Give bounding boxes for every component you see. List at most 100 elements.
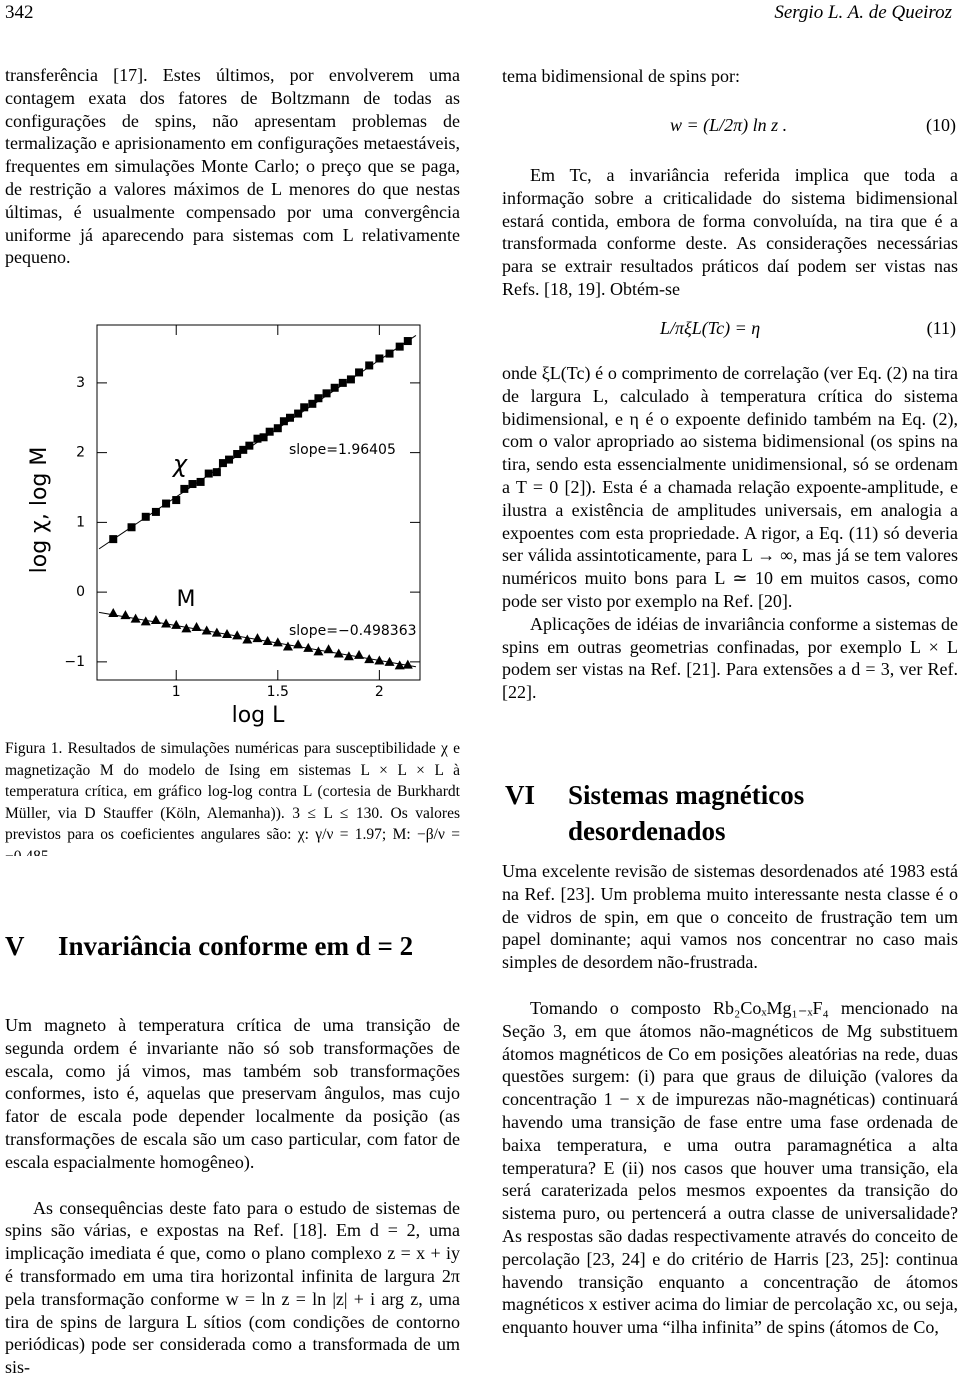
data-point (343, 651, 354, 661)
data-point (303, 642, 314, 652)
running-author: Sergio L. A. de Queiroz (774, 2, 952, 23)
data-point (293, 639, 304, 649)
paragraph: Uma excelente revisão de sistemas desord… (502, 861, 958, 973)
paragraph: Aplicações de idéias de invariância conf… (502, 613, 958, 703)
data-point (384, 656, 395, 666)
data-point (259, 433, 268, 442)
data-point (120, 610, 131, 620)
data-point (333, 648, 344, 658)
data-point (108, 608, 119, 618)
data-point (141, 512, 150, 521)
data-point (239, 445, 248, 454)
annotation: slope=1.96405 (289, 442, 396, 458)
figure-chart: 1 1.5 2 −1 0 1 2 3 log L log χ, log M χ Mslope=1.96… (27, 324, 421, 728)
y-tick-label: 3 (76, 375, 85, 391)
data-point (180, 484, 189, 493)
data-point (272, 637, 283, 647)
data-point (308, 399, 317, 408)
data-point (188, 480, 197, 489)
paragraph: transferência [17]. Estes últimos, por e… (5, 65, 460, 268)
data-point (285, 413, 294, 422)
section-title: Sistemas magnéticos desordenados (568, 780, 805, 846)
data-point (171, 619, 182, 629)
data-point (140, 616, 151, 626)
data-point (204, 469, 213, 478)
data-point (355, 368, 364, 377)
y-tick-label: 0 (76, 584, 85, 600)
data-point (162, 499, 171, 508)
data-point (150, 615, 161, 625)
figure-caption: Figura 1. Resultados de simulações numér… (5, 738, 460, 856)
data-point (338, 378, 347, 387)
data-point (127, 523, 136, 532)
data-point (313, 646, 324, 656)
data-point (375, 354, 384, 363)
data-point (374, 655, 385, 665)
data-point (218, 459, 227, 468)
data-point (191, 621, 202, 631)
data-point (402, 659, 413, 669)
data-point (314, 394, 323, 403)
data-point (262, 635, 273, 645)
y-tick-label: 1 (76, 514, 85, 530)
data-point (225, 455, 234, 464)
left-body: Um magneto à temperatura crítica de uma … (5, 1014, 460, 1383)
equation-number: (11) (926, 318, 956, 338)
data-point (172, 496, 181, 505)
x-axis-label: log L (232, 703, 286, 728)
data-point (323, 644, 334, 654)
data-point (222, 628, 233, 638)
equation: L/πξL(Tc) = η (660, 318, 761, 338)
left-top: transferência [17]. Estes últimos, por e… (5, 64, 460, 276)
data-point (330, 383, 339, 392)
paragraph: Em Tc, a invariância referida implica qu… (502, 165, 958, 299)
data-point (201, 625, 212, 635)
equation: w = (L/2π) ln z . (670, 115, 788, 135)
paragraph: As consequências deste fato para o estud… (5, 1197, 460, 1378)
y-tick-label: −1 (64, 654, 85, 670)
data-point (354, 649, 365, 659)
data-point (294, 409, 303, 418)
data-point (233, 450, 242, 459)
right-body: Uma excelente revisão de sistemas desord… (502, 860, 958, 1383)
equation-number: (10) (926, 115, 956, 135)
data-point (282, 641, 293, 651)
right-top: tema bidimensional de spins por: (502, 65, 958, 91)
data-point (403, 337, 412, 346)
x-tick-label: 1.5 (267, 684, 289, 700)
data-point (394, 660, 405, 670)
paragraph: tema bidimensional de spins por: (502, 66, 740, 86)
data-point (273, 424, 282, 433)
plot-frame (96, 324, 421, 681)
y-tick-label: 2 (76, 445, 85, 461)
data-point (322, 389, 331, 398)
paragraph: Tomando o composto Rb₂CoₓMg₁₋ₓF₄ mencion… (502, 997, 958, 1338)
section-number: V (5, 931, 25, 961)
x-tick-label: 1 (172, 684, 181, 700)
data-point (365, 361, 374, 370)
data-point (253, 434, 262, 443)
series-label: χ (171, 450, 188, 478)
y-axis-label: log χ, log M (27, 447, 52, 574)
data-point (211, 627, 222, 637)
data-point (265, 427, 274, 436)
data-point (364, 654, 375, 664)
paragraph: onde ξL(Tc) é o comprimento de correlaçã… (502, 363, 958, 611)
data-point (245, 441, 254, 450)
data-point (385, 349, 394, 358)
section-number: VI (505, 780, 536, 810)
right-block: onde ξL(Tc) é o comprimento de correlaçã… (502, 362, 958, 748)
data-point (346, 375, 355, 384)
section-title: Invariância conforme em d = 2 (58, 931, 414, 961)
x-tick-label: 2 (375, 684, 384, 700)
data-point (196, 477, 205, 486)
data-point (109, 535, 118, 544)
page-number: 342 (5, 2, 34, 23)
data-point (181, 623, 192, 633)
series-label: M (177, 587, 196, 612)
data-point (395, 342, 404, 351)
data-point (161, 618, 172, 628)
right-block: Em Tc, a invariância referida implica qu… (502, 164, 958, 304)
data-point (232, 630, 243, 640)
